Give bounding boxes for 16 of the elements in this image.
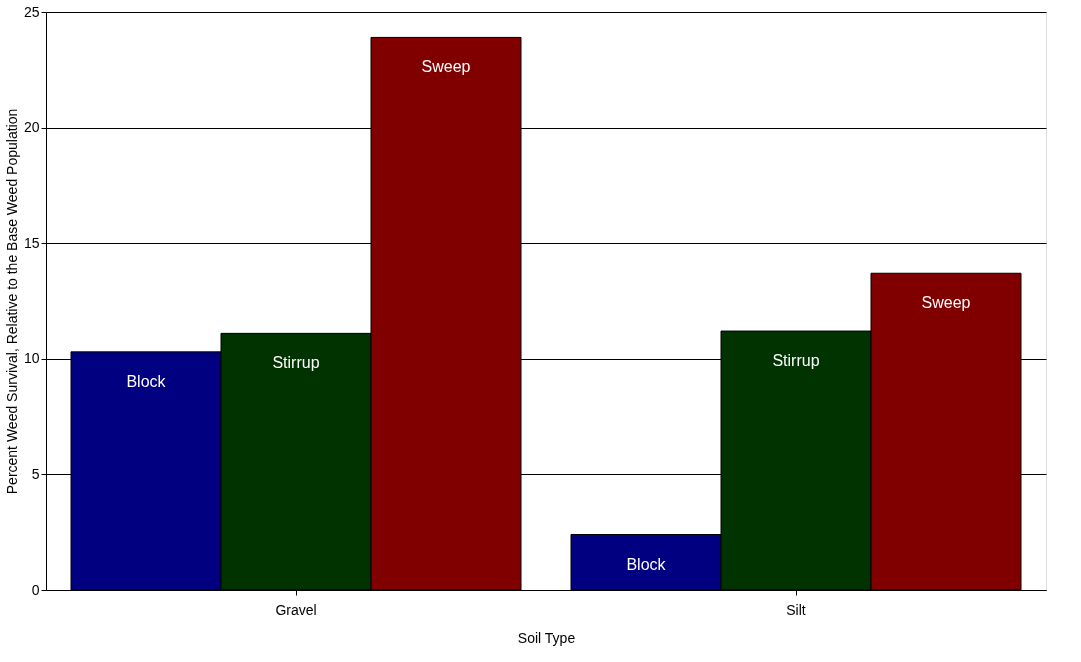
- text: Block: [126, 372, 166, 390]
- y-tick-label: 25: [23, 3, 40, 20]
- y-tick-label: 10: [23, 350, 40, 367]
- x-axis-title: Soil Type: [517, 629, 576, 646]
- series-label: Sweep: [421, 58, 471, 76]
- y-tick-label: 15: [23, 234, 40, 251]
- x-tick-label: Silt: [786, 601, 806, 618]
- y-tick-label: 5: [31, 465, 40, 482]
- y-axis-title: Percent Weed Survival, Relative to the Base Weed Population: [3, 108, 20, 495]
- series-label: Block: [626, 555, 667, 573]
- y-tick-label: 0: [31, 581, 40, 598]
- text: Stirrup: [772, 352, 820, 370]
- text: Sweep: [921, 294, 971, 312]
- y-tick-label: 20: [23, 119, 40, 136]
- series-label: Stirrup: [272, 354, 320, 372]
- x-tick-label: Gravel: [275, 601, 317, 618]
